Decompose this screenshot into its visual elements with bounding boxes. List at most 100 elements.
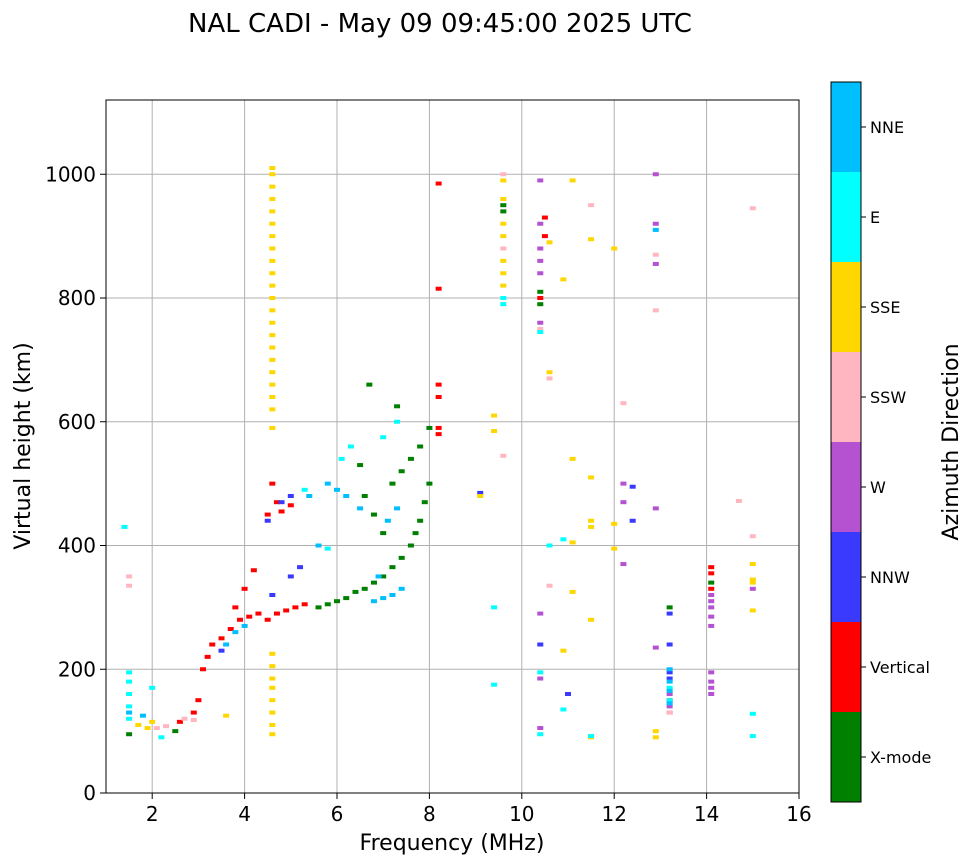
- data-point: [435, 395, 442, 399]
- series-ssw: [126, 172, 756, 731]
- colorbar-label: NNW: [870, 568, 910, 587]
- data-point: [629, 518, 636, 523]
- data-point: [749, 580, 756, 585]
- data-point: [500, 246, 507, 251]
- data-point: [380, 574, 387, 579]
- data-point: [398, 586, 405, 591]
- data-point: [588, 734, 595, 739]
- data-point: [269, 698, 276, 703]
- data-point: [269, 593, 276, 597]
- data-point: [278, 509, 285, 514]
- data-point: [407, 543, 414, 548]
- data-point: [241, 623, 248, 628]
- data-point: [708, 614, 715, 619]
- data-point: [315, 543, 322, 548]
- colorbar-label: X-mode: [870, 748, 931, 767]
- data-point: [541, 215, 548, 220]
- data-point: [163, 724, 170, 729]
- data-point: [537, 670, 544, 675]
- data-point: [269, 685, 276, 690]
- data-point: [421, 500, 428, 505]
- data-point: [652, 645, 659, 650]
- data-point: [537, 289, 544, 294]
- data-point: [565, 692, 571, 696]
- data-point: [269, 258, 276, 263]
- data-point: [269, 234, 276, 239]
- data-point: [435, 382, 442, 387]
- data-point: [269, 166, 276, 171]
- data-point: [652, 227, 659, 232]
- data-point: [380, 531, 387, 536]
- data-point: [394, 404, 401, 409]
- data-point: [324, 546, 331, 551]
- data-point: [620, 401, 627, 406]
- data-point: [389, 481, 396, 486]
- data-point: [629, 484, 636, 489]
- data-point: [315, 605, 322, 610]
- data-point: [708, 571, 715, 576]
- data-point: [126, 574, 133, 579]
- data-point: [588, 524, 595, 529]
- data-point: [652, 172, 659, 177]
- data-point: [666, 701, 673, 706]
- data-point: [537, 320, 544, 325]
- data-point: [269, 296, 276, 300]
- data-point: [246, 614, 253, 619]
- data-point: [708, 599, 715, 604]
- data-point: [264, 518, 271, 523]
- data-point: [749, 586, 756, 591]
- data-point: [500, 197, 507, 201]
- data-point: [283, 608, 290, 613]
- data-point: [500, 271, 507, 276]
- data-point: [537, 221, 544, 226]
- data-point: [343, 596, 350, 601]
- colorbar-label: NNE: [870, 118, 904, 137]
- data-point: [417, 518, 424, 523]
- data-point: [652, 735, 659, 740]
- data-point: [370, 580, 377, 585]
- data-point: [232, 605, 239, 610]
- data-point: [241, 586, 248, 591]
- data-point: [500, 234, 507, 239]
- data-point: [269, 184, 276, 189]
- x-tick-label: 6: [331, 802, 344, 826]
- data-point: [537, 246, 544, 251]
- data-point: [190, 717, 197, 722]
- colorbar-frame: [830, 81, 862, 803]
- data-point: [435, 425, 442, 430]
- data-point: [269, 283, 276, 288]
- data-point: [477, 490, 484, 495]
- data-point: [500, 209, 507, 214]
- data-point: [708, 586, 715, 591]
- data-point: [269, 271, 276, 276]
- data-point: [500, 302, 507, 307]
- data-point: [250, 568, 257, 573]
- colorbar-segment: [831, 172, 861, 262]
- data-point: [620, 500, 627, 505]
- data-point: [269, 308, 276, 313]
- data-point: [126, 679, 133, 684]
- data-point: [273, 500, 280, 505]
- data-point: [287, 574, 294, 579]
- colorbar-segment: [831, 622, 861, 712]
- data-point: [652, 506, 659, 511]
- data-point: [708, 580, 715, 585]
- y-tick-label: 0: [83, 781, 96, 805]
- series-e: [121, 296, 756, 740]
- data-point: [560, 277, 567, 282]
- data-point: [546, 240, 553, 245]
- data-point: [361, 586, 368, 591]
- data-point: [324, 481, 331, 486]
- data-point: [297, 565, 304, 570]
- data-point: [301, 487, 308, 492]
- data-point: [500, 296, 507, 300]
- data-point: [708, 605, 715, 610]
- data-point: [560, 648, 567, 653]
- data-point: [652, 261, 659, 266]
- data-point: [537, 271, 544, 276]
- data-point: [269, 357, 276, 362]
- colorbar-label: SSW: [870, 388, 906, 407]
- data-point: [537, 732, 544, 737]
- data-point: [546, 376, 553, 381]
- data-point: [588, 237, 595, 242]
